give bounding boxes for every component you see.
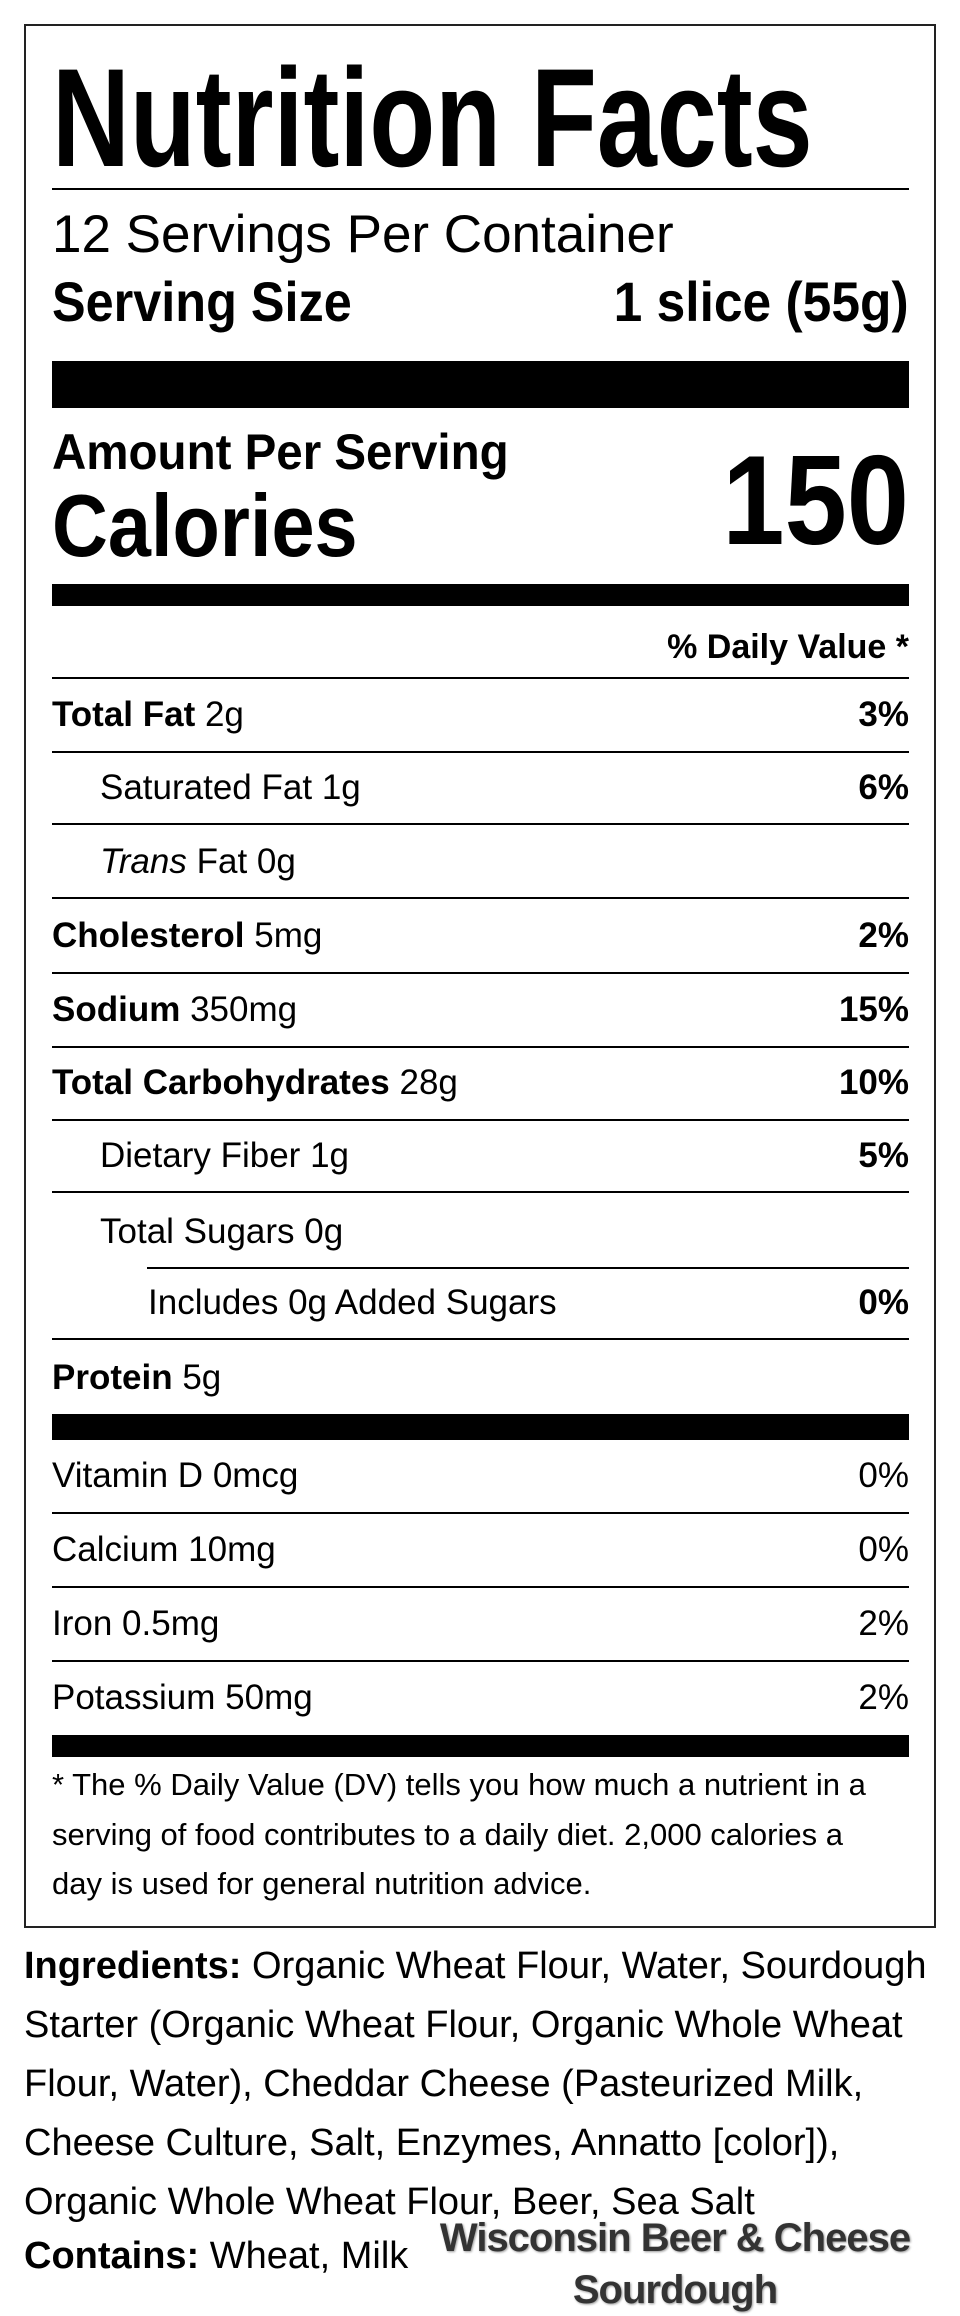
vitamin-row-iron: Iron 0.5mg 2% [52,1588,909,1662]
allergen-contains: Contains: Wheat, Milk [24,2227,408,2286]
divider-thick [52,361,909,408]
vitamin-row-vitamin-d: Vitamin D 0mcg 0% [52,1440,909,1514]
vitamin-amount: 50mg [225,1678,313,1717]
nutrient-name: Total Fat [52,695,196,734]
nutrient-name: Trans [100,842,187,881]
nutrient-amount: 1g [310,1136,349,1175]
nutrient-dv: 6% [858,768,909,807]
ingredients-line: Organic Wheat Flour, Water, Sourdough [252,1945,927,1987]
nutrient-amount: 28g [399,1063,458,1102]
product-name-line: Wisconsin Beer & Cheese [439,2216,911,2260]
nutrient-row-protein: Protein 5g [52,1342,909,1414]
product-name: Wisconsin Beer & Cheese Sourdough [420,2212,930,2316]
ingredients-line: Starter (Organic Wheat Flour, Organic Wh… [24,2004,903,2046]
amount-per-serving-text: Amount Per Serving [52,424,509,480]
nutrient-amount: 2g [204,695,244,734]
nutrient-amount: 1g [321,768,361,807]
vitamin-amount: 0.5mg [122,1604,220,1643]
product-name-line: Sourdough [572,2268,778,2312]
daily-value-header: % Daily Value * [667,628,909,666]
vitamin-name: Calcium [52,1530,179,1569]
calories-label-text: Calories [52,476,358,575]
nutrient-amount: 5mg [254,916,323,955]
serving-size-row: Serving Size 1 slice (55g) [52,274,909,330]
daily-value-footnote: * The % Daily Value (DV) tells you how m… [52,1760,909,1909]
vitamin-name: Vitamin D [52,1456,204,1495]
nutrient-name: Cholesterol [52,916,245,955]
ingredients: Ingredients: Organic Wheat Flour, Water,… [24,1937,944,2232]
footnote-line: day is used for general nutrition advice… [52,1866,592,1901]
ingredients-line: Cheese Culture, Salt, Enzymes, Annatto [… [24,2122,840,2164]
vitamin-dv: 2% [858,1678,909,1717]
nutrient-row-total-fat: Total Fat 2g 3% [52,679,909,753]
nutrient-row-sodium: Sodium 350mg 15% [52,974,909,1048]
servings-per-container: 12 Servings Per Container [52,205,674,264]
nutrient-amount: 350mg [190,990,298,1029]
footnote-line: serving of food contributes to a daily d… [52,1816,843,1852]
nutrition-facts-panel [24,24,936,1928]
nutrient-dv: 15% [838,990,909,1029]
divider-medium [52,584,909,606]
nutrient-dv: 0% [858,1283,909,1322]
ingredients-line: Flour, Water), Cheddar Cheese (Pasteuriz… [24,2063,864,2105]
nutrient-name: Dietary Fiber [100,1136,301,1175]
nutrient-name: Total Sugars [100,1212,295,1251]
divider-thick [52,1414,909,1440]
nutrient-name: Saturated Fat [100,768,313,807]
nutrient-row-dietary-fiber: Dietary Fiber 1g 5% [52,1121,909,1193]
calories-value-text: 150 [722,429,909,571]
vitamin-amount: 0mcg [212,1456,299,1495]
nutrient-name: Includes 0g Added Sugars [148,1283,557,1322]
nutrient-amount: 0g [256,842,296,881]
label-title-text: Nutrition Facts [52,39,813,196]
divider-medium [52,1735,909,1757]
nutrient-amount: 5g [182,1358,222,1397]
vitamin-dv: 0% [858,1530,909,1569]
vitamin-row-calcium: Calcium 10mg 0% [52,1514,909,1588]
nutrient-row-cholesterol: Cholesterol 5mg 2% [52,900,909,974]
calories-label: Calories [52,482,909,570]
nutrient-row-added-sugars: Includes 0g Added Sugars 0% [52,1268,909,1340]
nutrient-amount: 0g [304,1212,344,1251]
vitamin-amount: 10mg [188,1530,276,1569]
divider-thin [52,677,909,679]
vitamin-name: Iron [52,1604,113,1643]
nutrient-row-total-carbohydrates: Total Carbohydrates 28g 10% [52,1047,909,1121]
nutrient-name: Total Carbohydrates [52,1063,390,1102]
ingredients-label: Ingredients: [24,1945,242,1987]
nutrient-name: Protein [52,1358,173,1397]
nutrient-dv: 5% [858,1136,909,1175]
vitamin-dv: 2% [858,1604,909,1643]
serving-size-label: Serving Size [52,270,352,333]
ingredients-line: Organic Whole Wheat Flour, Beer, Sea Sal… [24,2181,755,2223]
nutrient-row-saturated-fat: Saturated Fat 1g 6% [52,753,909,825]
contains-value: Wheat, Milk [209,2235,409,2277]
vitamin-row-potassium: Potassium 50mg 2% [52,1662,909,1734]
nutrient-row-trans-fat: Trans Fat 0g [52,827,909,899]
divider-thin [52,188,909,190]
contains-label: Contains: [24,2235,200,2277]
nutrient-name: Sodium [52,990,181,1029]
footnote-line: * The % Daily Value (DV) tells you how m… [52,1767,866,1802]
calories-value: 150 [52,437,909,564]
nutrient-row-total-sugars: Total Sugars 0g [52,1195,909,1269]
label-title: Nutrition Facts [52,48,909,188]
vitamin-dv: 0% [858,1456,909,1495]
nutrient-dv: 10% [838,1063,909,1102]
nutrient-dv: 2% [858,916,909,955]
nutrient-dv: 3% [858,695,909,734]
vitamin-name: Potassium [52,1678,216,1717]
nutrient-name-suffix: Fat [196,842,248,881]
serving-size-value: 1 slice (55g) [614,270,909,333]
amount-per-serving: Amount Per Serving [52,427,909,477]
